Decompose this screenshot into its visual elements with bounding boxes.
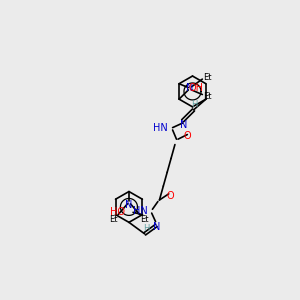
Text: Et: Et [109,215,118,224]
Text: HN: HN [133,206,148,216]
Text: Et: Et [203,92,211,100]
Text: N: N [186,83,194,93]
Text: N: N [125,200,133,210]
Text: N: N [153,222,161,232]
Text: Et: Et [203,73,211,82]
Text: N: N [180,119,187,130]
Text: O: O [167,191,174,201]
Text: H: H [143,224,149,233]
Text: H: H [191,100,197,109]
Text: Et: Et [140,215,149,224]
Text: OH: OH [189,83,204,93]
Text: HN: HN [153,123,168,134]
Text: O: O [184,131,191,141]
Text: HO: HO [110,207,125,217]
